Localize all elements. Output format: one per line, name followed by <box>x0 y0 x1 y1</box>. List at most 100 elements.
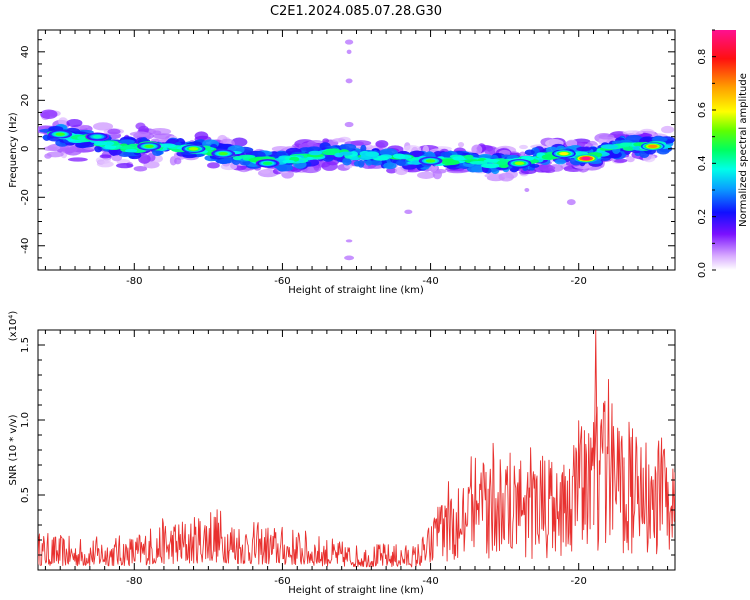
spectral-cell <box>600 144 619 149</box>
spectral-cell <box>651 136 668 143</box>
spectral-cell <box>332 138 346 143</box>
spectral-cell <box>119 139 135 145</box>
spectral-cell <box>626 156 635 163</box>
snr-plot: -80 -60 -40 -20 0.5 1.0 1.5 Height of straight… <box>8 311 676 596</box>
spectral-cell <box>104 141 115 146</box>
snr-axes: -80 -60 -40 -20 0.5 1.0 1.5 <box>20 330 675 587</box>
spectral-cell <box>66 119 83 128</box>
spectral-cell <box>77 136 86 140</box>
spectral-cell <box>58 117 68 126</box>
spectral-cell <box>360 144 367 153</box>
spectral-cell <box>392 153 406 159</box>
snr-line-layer <box>38 330 675 568</box>
colorbar-tick-label: 0.6 <box>697 102 708 118</box>
y-tick-label: 0.5 <box>20 487 31 503</box>
spectral-cell <box>481 163 501 169</box>
x-tick-label: -40 <box>422 276 438 287</box>
spectral-cell <box>147 153 156 162</box>
spectral-cell <box>395 159 406 166</box>
spectral-cell <box>622 130 644 136</box>
spectral-hotspot <box>92 135 103 139</box>
spectral-hotspot <box>581 156 591 161</box>
spectral-cell <box>94 141 108 146</box>
spectral-cell <box>174 157 182 165</box>
spectral-cell <box>386 167 397 174</box>
spectral-cell <box>210 143 218 149</box>
colorbar-gradient <box>712 30 736 270</box>
spectral-cell <box>411 150 423 157</box>
colorbar-label: Normalized spectral amplitude <box>738 73 749 227</box>
spectral-outlier <box>345 239 353 243</box>
spectral-cell <box>152 130 162 135</box>
spectral-cell <box>375 140 389 148</box>
spectral-outlier <box>344 39 354 45</box>
colorbar-tick-label: 0.0 <box>697 262 708 278</box>
spectral-hotspot <box>188 147 199 151</box>
spectral-cell <box>107 128 121 135</box>
spectral-cell <box>46 151 64 158</box>
y-tick-label: 0 <box>20 146 31 152</box>
spectral-hotspot <box>55 132 65 136</box>
spectral-hotspot <box>218 151 228 156</box>
spectral-cell <box>321 160 338 171</box>
spectral-cell <box>365 151 379 157</box>
spectral-cell <box>445 158 455 163</box>
spectral-cell <box>118 146 136 150</box>
spectral-outlier <box>344 121 354 128</box>
spectral-cell <box>471 144 483 155</box>
spectral-cell <box>260 169 271 174</box>
spectral-cell <box>43 146 58 152</box>
snr-y-label: SNR (10 * v/v) <box>8 414 19 485</box>
spectral-outlier <box>404 209 413 215</box>
spectral-cell <box>411 160 422 165</box>
spectral-cell <box>125 149 138 153</box>
spectral-cell <box>524 149 535 156</box>
snr-x-label: Height of straight line (km) <box>288 585 424 596</box>
spectral-cell <box>94 145 103 153</box>
spectral-hotspot <box>262 161 273 165</box>
spectral-cell <box>661 125 675 134</box>
spectral-cell <box>598 133 615 140</box>
chart-title: C2E1.2024.085.07.28.G30 <box>270 4 442 19</box>
spectral-cell <box>220 162 237 171</box>
spectral-cell <box>308 150 322 156</box>
spectral-cell <box>452 156 467 161</box>
spectral-cell <box>159 143 176 148</box>
spectral-cell <box>469 160 488 165</box>
snr-series-line <box>38 378 675 568</box>
spectral-cell <box>99 154 112 159</box>
y-tick-label: 1.0 <box>20 412 31 428</box>
snr-y-multiplier: (x10⁴) <box>8 311 19 342</box>
spectral-cell <box>231 137 248 147</box>
spectral-cell <box>129 131 150 137</box>
spectral-cell <box>116 162 134 169</box>
spectral-cell <box>40 109 58 120</box>
spectral-cell <box>417 171 436 179</box>
spectral-cell <box>383 162 397 170</box>
spectral-outlier <box>566 199 576 206</box>
spectral-cell <box>276 164 294 172</box>
spectrogram-y-label: Frequency (Hz) <box>8 112 19 188</box>
spectral-outlier <box>524 187 530 193</box>
x-tick-label: -20 <box>571 276 587 287</box>
y-tick-label: 1.5 <box>20 337 31 353</box>
spectral-hotspot <box>648 144 658 149</box>
colorbar-axis: 0.0 0.2 0.4 0.6 0.8 <box>697 29 716 278</box>
spectral-cell <box>342 157 352 166</box>
spectral-cell <box>457 141 465 148</box>
spectral-cell <box>152 133 175 139</box>
spectral-cell <box>497 160 507 166</box>
y-tick-label: 20 <box>20 94 31 107</box>
spectral-cell <box>326 148 341 154</box>
spectral-cell <box>519 144 528 150</box>
x-tick-label: -60 <box>274 576 290 587</box>
spectral-outlier <box>344 255 355 261</box>
spectral-cell <box>96 160 114 168</box>
spectral-cell <box>365 159 373 166</box>
spectral-cell <box>440 151 453 158</box>
x-tick-label: -80 <box>126 276 142 287</box>
colorbar: 0.0 0.2 0.4 0.6 0.8 Normalized spectral ampl… <box>697 29 749 278</box>
spectral-cell <box>619 142 633 147</box>
spectral-cell <box>207 162 220 169</box>
